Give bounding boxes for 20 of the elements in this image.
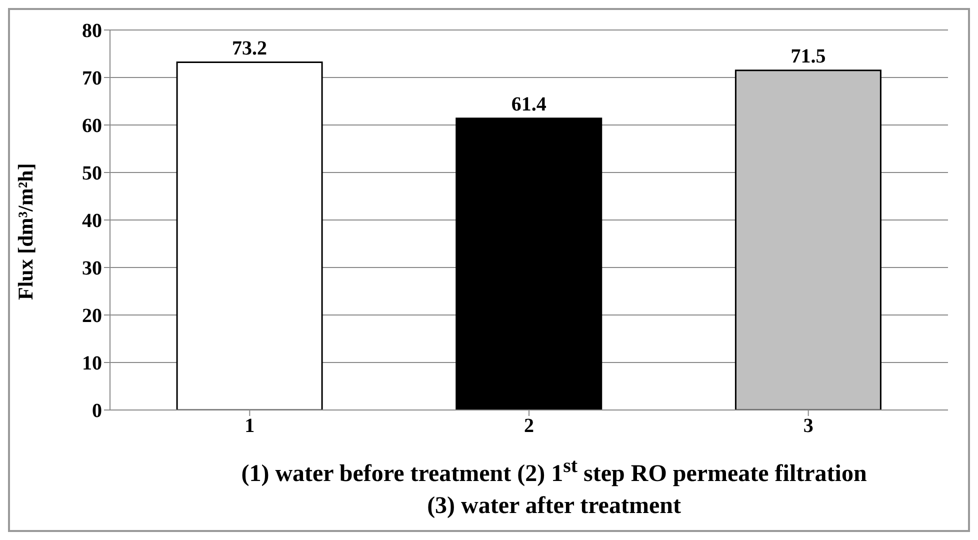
bar <box>176 62 323 410</box>
bar <box>734 70 882 410</box>
x-axis-title: (1) water before treatment (2) 1$^{st}$ step RO permeate filtration (3) water after treatment <box>240 454 868 521</box>
data-label: 71.5 <box>790 45 826 68</box>
data-label: 73.2 <box>232 37 268 60</box>
x-tick-label: 3 <box>803 415 814 438</box>
y-tick-label: 50 <box>82 162 102 185</box>
y-tick-label: 10 <box>82 352 102 375</box>
x-tick-label: 2 <box>524 415 534 438</box>
y-tick-label: 70 <box>82 68 102 90</box>
y-axis-title: Flux [dm³/m²h] <box>13 163 38 300</box>
y-tick-label: 60 <box>82 115 102 138</box>
y-tick-label: 80 <box>82 20 102 42</box>
y-tick-label: 0 <box>92 400 102 422</box>
data-label: 61.4 <box>511 93 546 116</box>
y-tick-label: 20 <box>82 305 102 328</box>
bar <box>456 118 602 410</box>
y-tick-label: 40 <box>82 210 102 232</box>
y-tick-label: 30 <box>82 258 102 280</box>
x-tick-label: 1 <box>244 415 255 438</box>
